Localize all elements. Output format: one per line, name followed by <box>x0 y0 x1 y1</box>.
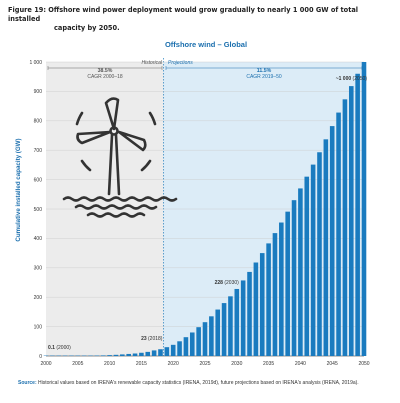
annotation-value: ~1 000 <box>336 76 353 82</box>
bar-2014 <box>132 353 138 356</box>
annotation-year: (2050) <box>353 76 368 82</box>
bar-2010 <box>107 355 112 356</box>
bar-2020 <box>170 344 176 356</box>
annotation-value: 0.1 <box>48 345 56 351</box>
y-axis-label: Cumulative installed capacity (GW) <box>15 138 22 241</box>
y-tick-label: 1 000 <box>29 60 42 66</box>
bar-2016 <box>145 351 151 356</box>
bar-2032 <box>247 271 252 356</box>
historical-label: Historical <box>141 60 162 66</box>
x-tick-label: 2045 <box>327 361 338 367</box>
x-tick-label: 2050 <box>358 361 369 367</box>
bar-2023 <box>189 332 195 356</box>
bar-2009 <box>100 355 106 356</box>
annotation-label: ~1 000 (2050) <box>336 76 368 82</box>
y-tick-labels: 0 100 200 300 400 500 600 700 800 900 1 000 <box>29 60 42 360</box>
bar-2015 <box>139 352 144 356</box>
annotation-value: 23 <box>141 336 148 342</box>
bars <box>43 62 367 357</box>
x-tick-label: 2015 <box>136 361 147 367</box>
y-tick-label: 200 <box>34 295 43 301</box>
bar-2049 <box>355 73 360 356</box>
bar-2047 <box>342 99 348 356</box>
bar-2036 <box>272 233 278 356</box>
bar-2046 <box>336 112 341 357</box>
y-tick-label: 100 <box>34 324 43 330</box>
bar-2024 <box>196 327 201 356</box>
bar-2013 <box>126 353 131 356</box>
cagr-proj-value: 11.5% <box>257 68 272 74</box>
annotation-label: 228 (2030) <box>215 280 240 286</box>
y-tick-label: 300 <box>34 266 43 272</box>
bar-2017 <box>151 350 157 356</box>
y-tick-label: 600 <box>34 177 43 183</box>
bar-2033 <box>253 262 259 356</box>
bar-2040 <box>298 188 303 356</box>
annotation-year: (2018) <box>148 336 163 342</box>
y-tick-label: 800 <box>34 119 43 125</box>
y-tick-label: 0 <box>39 354 42 360</box>
cagr-hist-label: CAGR 2000–18 <box>87 74 123 80</box>
x-tick-label: 2000 <box>40 361 51 367</box>
y-tick-label: 500 <box>34 207 43 213</box>
bar-2038 <box>285 211 290 356</box>
bar-2044 <box>323 139 329 356</box>
bar-2030 <box>234 288 240 356</box>
annotation-year: (2000) <box>56 345 71 351</box>
figure-title-line2: capacity by 2050. <box>54 24 120 32</box>
x-tick-label: 2020 <box>168 361 179 367</box>
projections-label: Projections <box>168 60 193 66</box>
x-tick-labels: 2000 2005 2010 2015 2020 2025 2030 2035 2040 2045… <box>40 355 370 367</box>
annotations: 0.1 (2000) 23 (2018) 228 (2030) ~1 000 (205… <box>48 76 367 351</box>
bar-2045 <box>329 126 335 356</box>
bar-2022 <box>183 337 189 356</box>
wind-turbine-icon <box>62 97 178 218</box>
bar-2031 <box>240 280 246 356</box>
chart-title: Offshore wind – Global <box>165 40 247 49</box>
x-tick-label: 2025 <box>199 361 210 367</box>
cagr-proj-label: CAGR 2019–50 <box>246 74 282 80</box>
bar-2043 <box>317 152 322 356</box>
bar-2019 <box>164 347 170 356</box>
bar-2028 <box>221 303 227 356</box>
annotation-year: (2030) <box>224 280 239 286</box>
bar-2018 <box>158 349 163 356</box>
x-tick-label: 2040 <box>295 361 306 367</box>
bar-2037 <box>279 222 284 356</box>
cagr-hist-value: 38.5% <box>98 68 113 74</box>
figure-title: Figure 19: Offshore wind power deploymen… <box>8 6 388 33</box>
bar-2025 <box>202 322 208 356</box>
x-tick-label: 2035 <box>263 361 274 367</box>
y-tick-label: 900 <box>34 89 43 95</box>
annotation-label: 23 (2018) <box>141 336 163 342</box>
bar-2035 <box>266 243 271 356</box>
bar-2048 <box>348 86 354 356</box>
bar-2011 <box>113 354 119 356</box>
x-tick-label: 2010 <box>104 361 115 367</box>
annotation-value: 228 <box>215 280 225 286</box>
x-tick-label: 2030 <box>231 361 242 367</box>
bar-2042 <box>310 164 316 356</box>
bar-2027 <box>215 309 221 356</box>
bar-2039 <box>291 200 297 356</box>
source-label: Source: <box>18 380 37 386</box>
bar-2034 <box>259 253 265 356</box>
x-tick-label: 2005 <box>72 361 83 367</box>
bar-2012 <box>120 354 125 356</box>
y-tick-label: 700 <box>34 148 43 154</box>
bar-2050 <box>361 62 367 356</box>
bar-2029 <box>228 296 233 356</box>
source-text: Historical values based on IRENA's renew… <box>38 380 359 386</box>
bar-2041 <box>304 176 310 356</box>
annotation-label: 0.1 (2000) <box>48 345 71 351</box>
source-note: Source: Historical values based on IRENA… <box>18 380 398 386</box>
bar-2021 <box>177 341 182 356</box>
figure-title-line1: Figure 19: Offshore wind power deploymen… <box>8 6 359 23</box>
y-tick-label: 400 <box>34 236 43 242</box>
bar-2026 <box>209 316 214 356</box>
